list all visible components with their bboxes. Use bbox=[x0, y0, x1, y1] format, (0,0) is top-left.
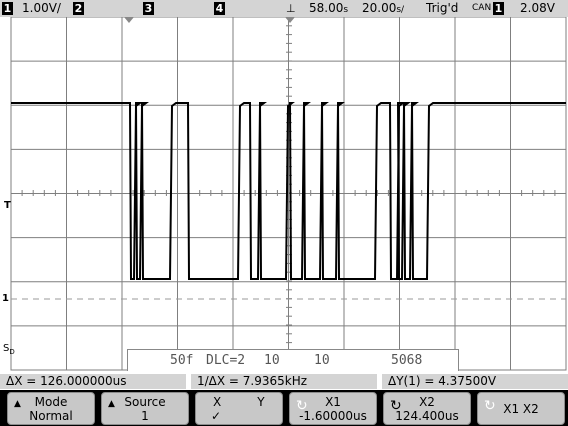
measurement-bar: ΔX = 126.000000us 1/ΔX = 7.9365kHz ΔY(1)… bbox=[0, 372, 568, 390]
trigger-position-marker bbox=[124, 17, 134, 23]
decode-frame-id: 50f bbox=[170, 353, 194, 368]
channel-1-scale: 1.00V/ bbox=[22, 1, 61, 15]
entry-knob-icon: ↻ bbox=[484, 398, 496, 414]
status-bar: 1 1.00V/ 2 3 4 ⊥ 58.00s 20.00s/ Trig'd C… bbox=[0, 0, 568, 17]
x2-cursor-softkey[interactable]: ↻ X2 124.400us bbox=[383, 392, 471, 425]
source-softkey[interactable]: ▲ Source 1 bbox=[101, 392, 189, 425]
delay-marker bbox=[285, 17, 295, 23]
timebase-scale: 20.00s/ bbox=[362, 1, 405, 15]
mode-softkey[interactable]: ▲ Mode Normal bbox=[7, 392, 95, 425]
trigger-level: 2.08V bbox=[520, 1, 555, 15]
decode-dlc: DLC=2 bbox=[206, 353, 246, 368]
menu-triangle-icon: ▲ bbox=[14, 399, 21, 409]
decode-crc: 5068 bbox=[391, 353, 423, 368]
check-icon: ✓ bbox=[211, 409, 222, 423]
channel-2-indicator[interactable]: 2 bbox=[73, 2, 84, 15]
can-waveform-trace bbox=[11, 102, 566, 280]
decode-data-byte: 10 bbox=[314, 353, 330, 368]
x1-x2-softkey[interactable]: ↻ X1 X2 bbox=[477, 392, 565, 425]
serial-decode-marker: SD bbox=[3, 343, 15, 356]
channel-4-indicator[interactable]: 4 bbox=[214, 2, 225, 15]
trigger-source: CAN bbox=[472, 3, 492, 13]
entry-knob-icon: ↻ bbox=[296, 398, 308, 414]
trigger-channel: 1 bbox=[493, 2, 504, 15]
waveform-display[interactable]: T 1 SD 50f DLC=2 10 10 5068 bbox=[0, 17, 568, 372]
menu-triangle-icon: ▲ bbox=[108, 399, 115, 409]
x1-cursor-softkey[interactable]: ↻ X1 -1.60000us bbox=[289, 392, 377, 425]
decode-data-byte: 10 bbox=[264, 353, 280, 368]
channel-3-indicator[interactable]: 3 bbox=[143, 2, 154, 15]
horizontal-delay: 58.00s bbox=[309, 1, 349, 15]
delta-x-readout: ΔX = 126.000000us bbox=[0, 374, 186, 389]
inverse-delta-x-readout: 1/ΔX = 7.9365kHz bbox=[191, 374, 377, 389]
delta-y-readout: ΔY(1) = 4.37500V bbox=[382, 374, 568, 389]
delay-reference-icon: ⊥ bbox=[286, 2, 296, 15]
channel-1-ground-marker[interactable]: 1 bbox=[2, 293, 9, 304]
trigger-level-marker[interactable]: T bbox=[4, 200, 11, 211]
serial-decode-bar bbox=[127, 349, 459, 371]
trigger-status: Trig'd bbox=[426, 1, 459, 15]
entry-knob-icon: ↻ bbox=[390, 398, 402, 414]
channel-1-indicator[interactable]: 1 bbox=[2, 2, 13, 15]
graticule-svg bbox=[10, 17, 567, 371]
